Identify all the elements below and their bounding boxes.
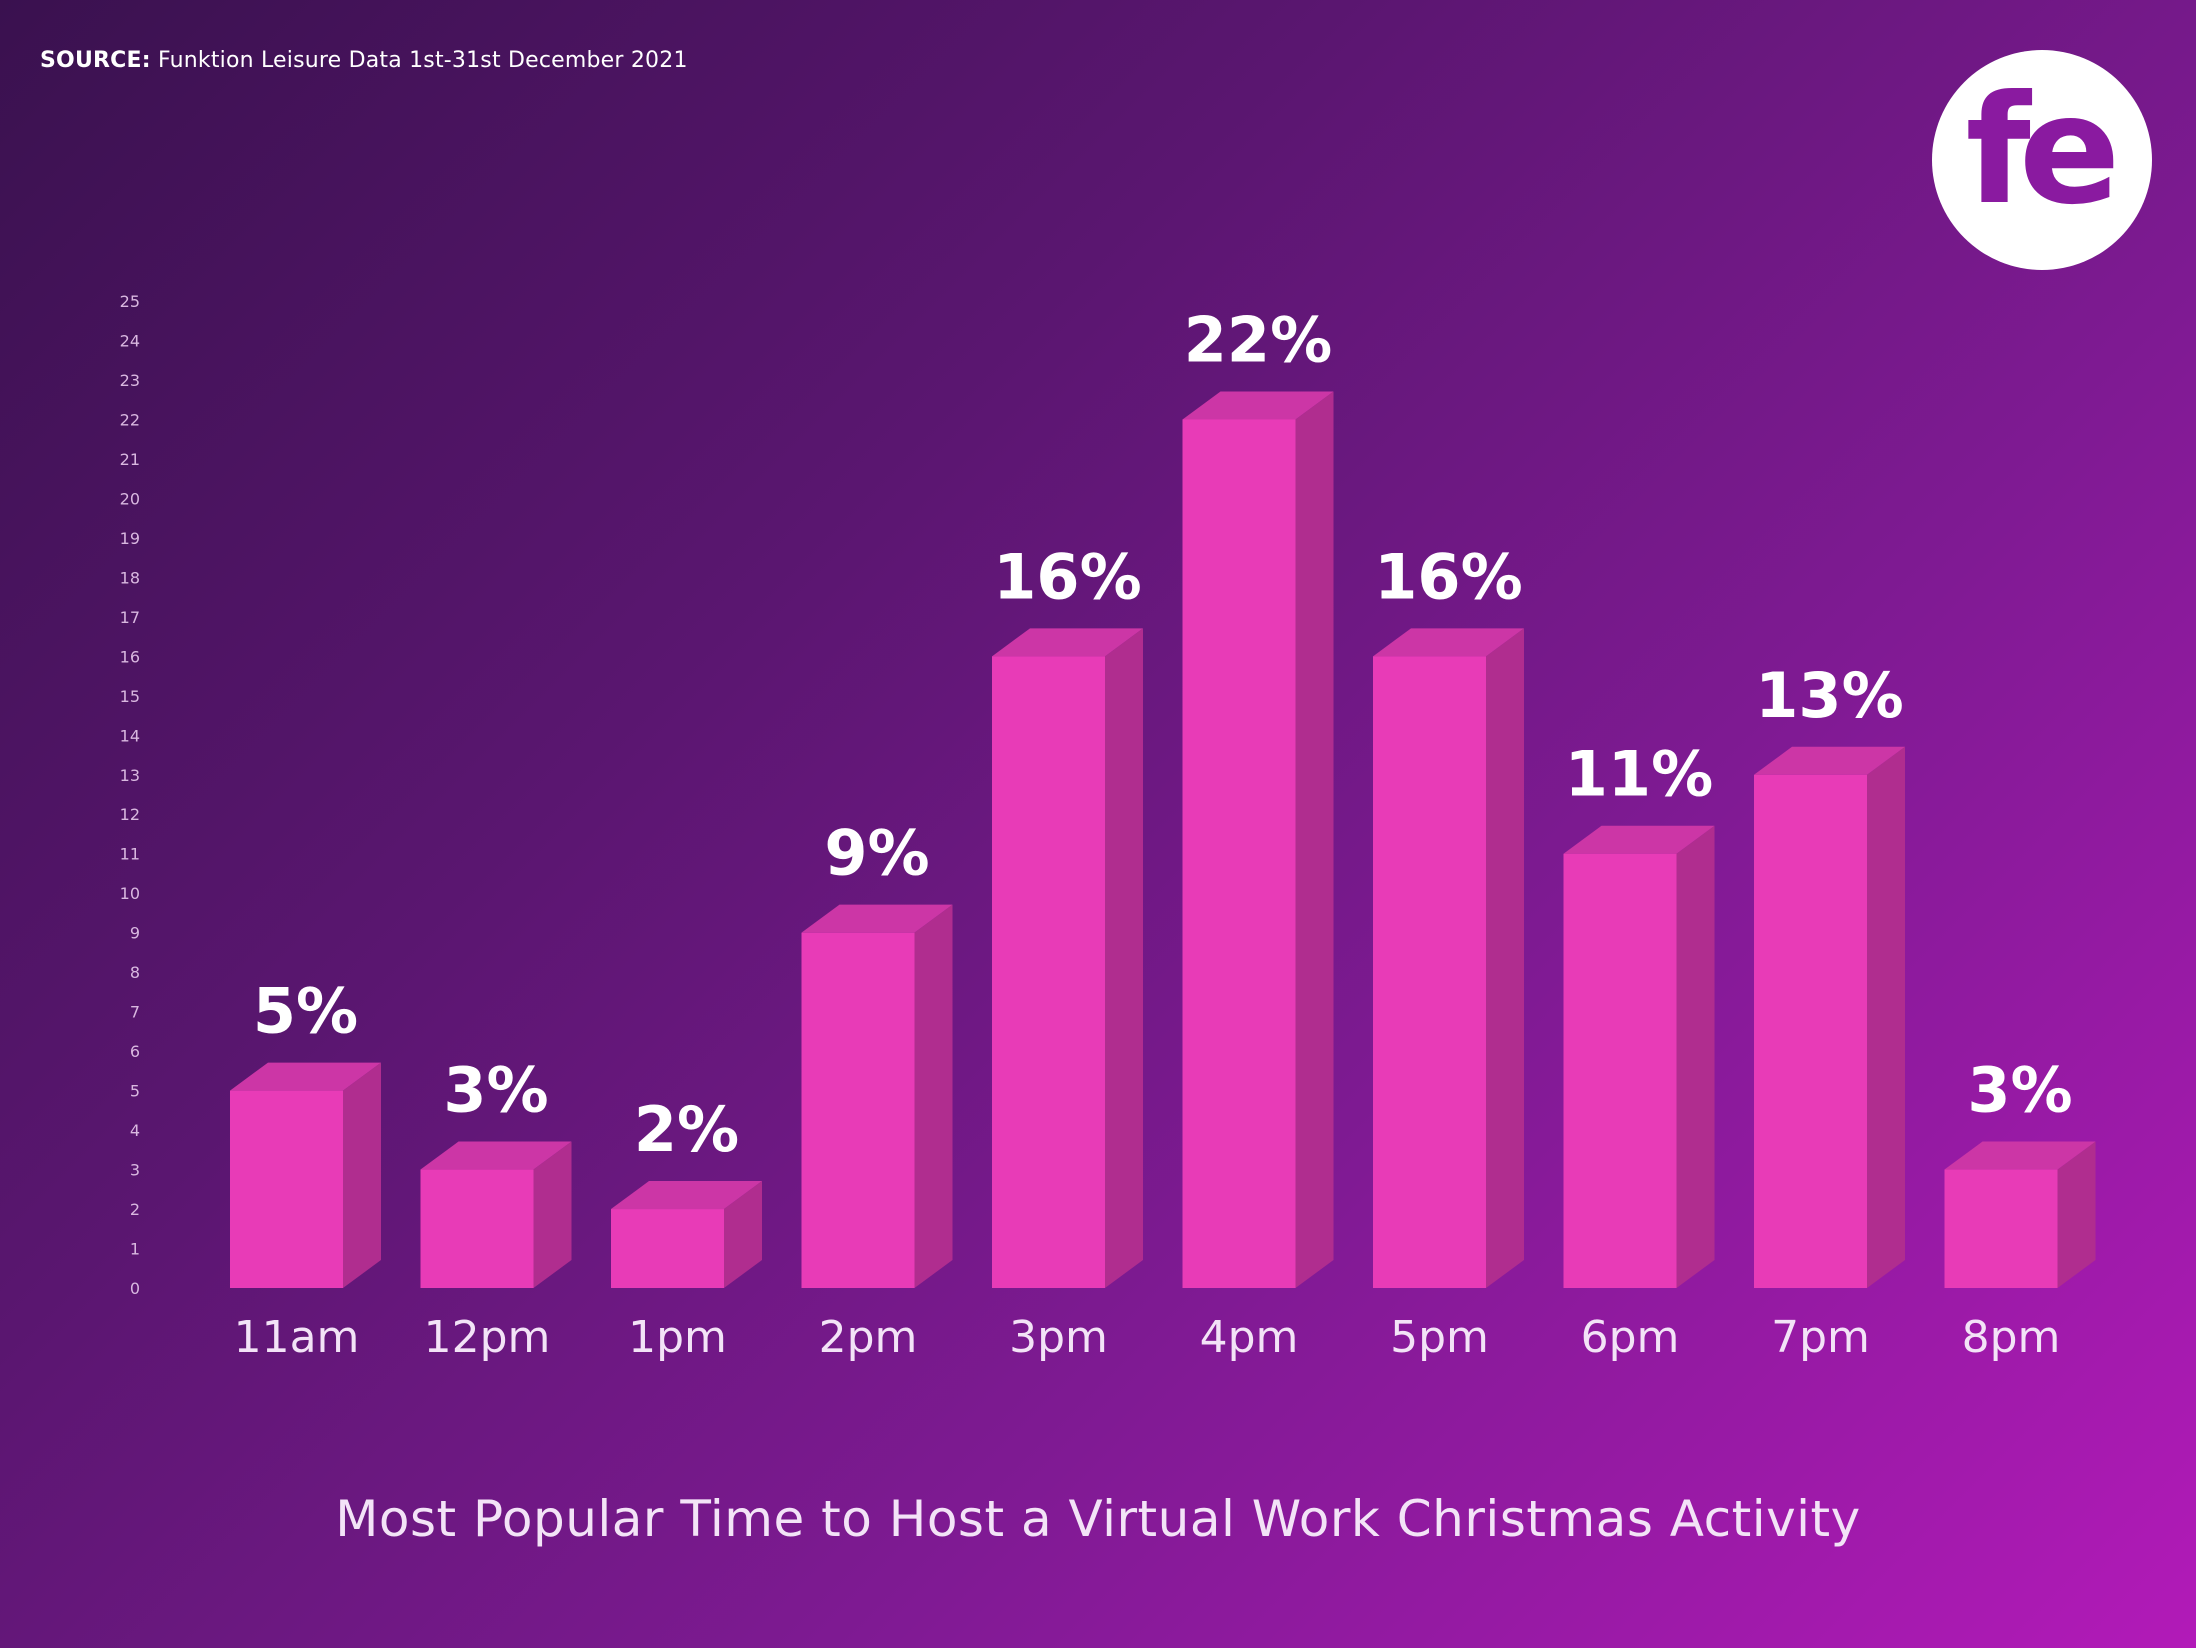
bar-7pm bbox=[1754, 746, 1905, 1288]
y-tick-label: 9 bbox=[130, 924, 140, 943]
bar-top bbox=[992, 628, 1143, 657]
y-tick-label: 13 bbox=[120, 766, 140, 785]
bar-side bbox=[1105, 628, 1143, 1288]
bar-5pm bbox=[1373, 628, 1524, 1288]
y-tick-label: 21 bbox=[120, 450, 140, 469]
y-tick-label: 22 bbox=[120, 410, 140, 429]
fe-logo: fe bbox=[1932, 50, 2152, 270]
source-label: SOURCE: bbox=[40, 48, 151, 73]
bar-front bbox=[801, 932, 915, 1288]
chart-title: Most Popular Time to Host a Virtual Work… bbox=[335, 1490, 1861, 1548]
category-label: 6pm bbox=[1581, 1312, 1680, 1363]
category-label: 2pm bbox=[819, 1312, 918, 1363]
bar-side bbox=[1676, 825, 1715, 1288]
bar-side bbox=[533, 1141, 572, 1288]
y-tick-label: 8 bbox=[130, 963, 140, 982]
logo-text: fe bbox=[1965, 64, 2121, 238]
bar-top bbox=[1182, 391, 1334, 420]
bar-front bbox=[420, 1169, 534, 1288]
bar-6pm bbox=[1563, 825, 1715, 1288]
bar-front bbox=[611, 1209, 724, 1288]
y-tick-label: 18 bbox=[120, 568, 140, 587]
bar-4pm bbox=[1182, 391, 1334, 1288]
bar-front bbox=[230, 1090, 343, 1288]
y-tick-label: 4 bbox=[130, 1121, 140, 1140]
value-label: 3% bbox=[1967, 1054, 2072, 1127]
bar-side bbox=[1867, 746, 1905, 1288]
bar-front bbox=[1754, 774, 1867, 1288]
bar-8pm bbox=[1944, 1141, 2096, 1288]
category-label: 8pm bbox=[1962, 1312, 2061, 1363]
bar-top bbox=[230, 1062, 381, 1091]
value-label: 11% bbox=[1565, 738, 1713, 811]
value-label: 16% bbox=[993, 540, 1141, 613]
bar-top bbox=[611, 1181, 762, 1210]
bar-front bbox=[1563, 853, 1677, 1288]
y-tick-label: 19 bbox=[120, 529, 140, 548]
y-tick-label: 2 bbox=[130, 1200, 140, 1219]
category-label: 12pm bbox=[424, 1312, 551, 1363]
bar-side bbox=[914, 904, 953, 1288]
bar-side bbox=[2057, 1141, 2096, 1288]
y-tick-label: 0 bbox=[130, 1279, 140, 1298]
category-labels: 11am 12pm 1pm 2pm 3pm 4pm 5pm 6pm 7pm 8pm bbox=[234, 1312, 2061, 1363]
y-tick-label: 10 bbox=[120, 884, 140, 903]
bar-12pm bbox=[420, 1141, 572, 1288]
y-tick-label: 1 bbox=[130, 1240, 140, 1259]
source-note: SOURCE: Funktion Leisure Data 1st-31st D… bbox=[40, 48, 688, 73]
category-label: 7pm bbox=[1771, 1312, 1870, 1363]
value-label: 3% bbox=[443, 1054, 548, 1127]
y-tick-label: 16 bbox=[120, 647, 140, 666]
value-label: 5% bbox=[253, 975, 358, 1048]
bar-11am bbox=[230, 1062, 381, 1288]
value-label: 9% bbox=[824, 817, 929, 890]
bar-front bbox=[992, 656, 1105, 1288]
bar-top bbox=[1944, 1141, 2096, 1170]
y-tick-label: 15 bbox=[120, 687, 140, 706]
value-label: 2% bbox=[634, 1093, 739, 1166]
bar-side bbox=[1295, 391, 1334, 1288]
bar-3pm bbox=[992, 628, 1143, 1288]
bar-top bbox=[801, 904, 953, 933]
y-axis-ticks: 0123456789101112131415161718192021222324… bbox=[120, 292, 140, 1298]
category-label: 1pm bbox=[628, 1312, 727, 1363]
bars bbox=[230, 391, 2096, 1288]
y-tick-label: 20 bbox=[120, 489, 140, 508]
y-tick-label: 14 bbox=[120, 726, 140, 745]
y-tick-label: 5 bbox=[130, 1082, 140, 1101]
y-tick-label: 17 bbox=[120, 608, 140, 627]
y-tick-label: 3 bbox=[130, 1161, 140, 1180]
y-tick-label: 25 bbox=[120, 292, 140, 311]
bar-top bbox=[1563, 825, 1715, 854]
source-text: Funktion Leisure Data 1st-31st December … bbox=[157, 48, 688, 73]
y-tick-label: 12 bbox=[120, 805, 140, 824]
value-label: 16% bbox=[1374, 540, 1522, 613]
y-tick-label: 6 bbox=[130, 1042, 140, 1061]
category-label: 11am bbox=[234, 1312, 360, 1363]
bar-1pm bbox=[611, 1181, 762, 1288]
y-tick-label: 11 bbox=[120, 845, 140, 864]
category-label: 3pm bbox=[1009, 1312, 1108, 1363]
value-label: 13% bbox=[1755, 659, 1903, 732]
bar-top bbox=[1754, 746, 1905, 775]
y-tick-label: 7 bbox=[130, 1003, 140, 1022]
bar-top bbox=[1373, 628, 1524, 657]
bar-top bbox=[420, 1141, 572, 1170]
bar-side bbox=[1486, 628, 1524, 1288]
y-tick-label: 23 bbox=[120, 371, 140, 390]
value-labels: 5% 3% 2% 9% 16% 22% 16% 11% 13% 3% bbox=[253, 303, 2073, 1166]
bar-side bbox=[343, 1062, 381, 1288]
bar-2pm bbox=[801, 904, 953, 1288]
bar-side bbox=[724, 1181, 762, 1288]
bar-front bbox=[1944, 1169, 2058, 1288]
bar-front bbox=[1182, 419, 1296, 1288]
bar-front bbox=[1373, 656, 1486, 1288]
category-label: 5pm bbox=[1390, 1312, 1489, 1363]
category-label: 4pm bbox=[1200, 1312, 1299, 1363]
value-label: 22% bbox=[1184, 303, 1332, 376]
y-tick-label: 24 bbox=[120, 331, 140, 350]
